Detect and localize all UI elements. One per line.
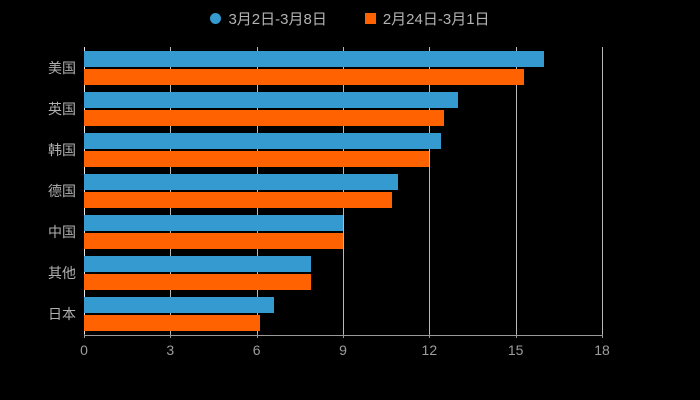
x-tick-label-9: 9: [339, 342, 347, 358]
bar-英国-series-2[interactable]: [84, 109, 444, 126]
x-tick-label-6: 6: [252, 342, 261, 358]
plot-area: [84, 47, 603, 335]
x-tick-mark: [602, 334, 603, 338]
x-tick-label-18: 18: [594, 342, 610, 358]
gridline: [602, 47, 603, 335]
bar-group: [84, 50, 602, 85]
bar-美国-series-2[interactable]: [84, 68, 525, 85]
bar-中国-series-1[interactable]: [84, 215, 343, 232]
x-tick-label-3: 3: [166, 342, 175, 358]
y-axis-label-中国: 中国: [48, 224, 76, 241]
bar-德国-series-2[interactable]: [84, 192, 392, 208]
bar-日本-series-1[interactable]: [84, 297, 274, 314]
bar-中国-series-2[interactable]: [84, 233, 343, 250]
bar-group: [84, 132, 602, 167]
chart-legend: 3月2日-3月8日 2月24日-3月1日: [0, 8, 700, 29]
bar-group: [84, 91, 602, 126]
y-axis-label-德国: 德国: [48, 183, 76, 199]
bar-其他-series-1[interactable]: [84, 256, 312, 273]
y-axis-label-日本: 日本: [48, 306, 76, 323]
x-tick-mark: [343, 334, 344, 338]
bar-德国-series-1[interactable]: [84, 174, 398, 190]
bar-group: [84, 215, 602, 250]
x-tick-label-0: 0: [80, 342, 88, 358]
y-axis-category-labels: 美国英国韩国德国中国其他日本: [0, 47, 76, 335]
x-tick-label-12: 12: [421, 342, 438, 358]
legend-label-series-2: 2月24日-3月1日: [382, 11, 490, 28]
gridline: [515, 47, 517, 335]
bar-韩国-series-2[interactable]: [84, 150, 430, 167]
bar-英国-series-1[interactable]: [84, 91, 459, 108]
x-tick-mark: [170, 334, 172, 338]
bar-韩国-series-1[interactable]: [84, 132, 441, 149]
gridline: [429, 47, 431, 335]
x-axis-ticks: 0 3 6 9 12 15 18: [0, 334, 700, 362]
y-axis-label-美国: 美国: [48, 59, 76, 76]
legend-item-series-1[interactable]: 3月2日-3月8日: [210, 8, 327, 29]
gridlines: [84, 47, 603, 335]
gridline: [343, 47, 344, 335]
legend-item-series-2[interactable]: 2月24日-3月1日: [364, 8, 490, 29]
x-tick-mark: [256, 334, 258, 338]
gridline: [170, 47, 172, 335]
bar-group: [84, 174, 602, 208]
gridline: [256, 47, 258, 335]
legend-marker-square-icon: [364, 13, 376, 24]
bar-groups: [84, 47, 602, 335]
bar-group: [84, 256, 602, 291]
bar-日本-series-2[interactable]: [84, 315, 260, 332]
x-tick-mark: [429, 334, 431, 338]
bar-group: [84, 297, 602, 332]
x-tick-label-15: 15: [507, 342, 524, 358]
bar-美国-series-1[interactable]: [84, 50, 545, 67]
x-tick-mark: [515, 334, 517, 338]
y-axis-label-其他: 其他: [48, 265, 76, 282]
legend-marker-circle-icon: [210, 13, 222, 24]
y-axis-line: [84, 47, 85, 335]
x-tick-mark: [84, 334, 85, 338]
y-axis-label-英国: 英国: [48, 100, 76, 117]
y-axis-label-韩国: 韩国: [48, 141, 76, 158]
bar-其他-series-2[interactable]: [84, 274, 312, 291]
legend-label-series-1: 3月2日-3月8日: [228, 11, 327, 28]
